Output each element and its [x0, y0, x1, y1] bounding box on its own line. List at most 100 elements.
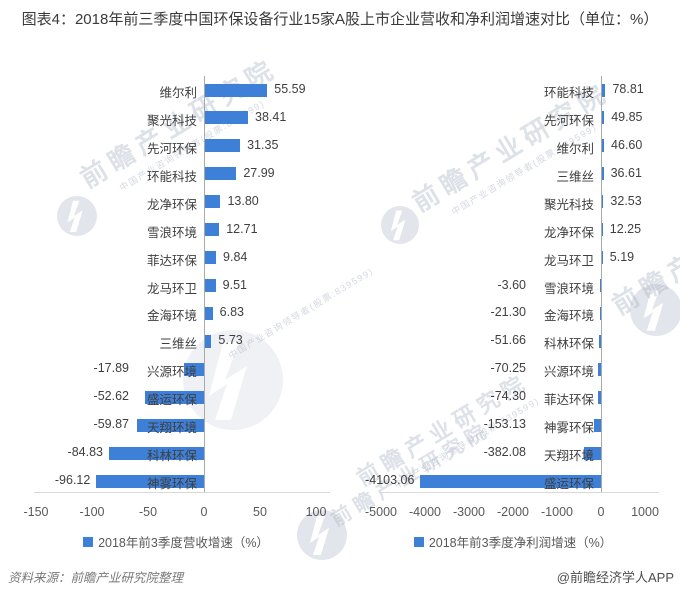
data-bar	[205, 279, 216, 292]
value-label: -96.12	[54, 473, 91, 488]
category-label: 兴源环境	[146, 365, 197, 380]
data-bar	[205, 111, 249, 125]
category-label: 龙马环卫	[146, 281, 197, 296]
legend-net-profit-growth: 2018年前3季度净利润增速（%）	[381, 532, 645, 551]
category-label: 兴源环境	[543, 365, 594, 380]
value-label: -153.13	[483, 417, 526, 432]
category-label: 龙马环卫	[543, 253, 594, 268]
category-label: 维尔利	[556, 141, 594, 156]
x-tick-label: -100	[79, 505, 105, 519]
legend-label: 2018年前3季度营收增速（%）	[98, 536, 269, 550]
value-label: -74.30	[490, 389, 526, 404]
data-bar	[183, 362, 204, 376]
value-label: -52.62	[93, 389, 129, 404]
value-label: -3.60	[497, 277, 527, 292]
x-tick-label: -3000	[453, 505, 485, 519]
data-bar	[205, 334, 212, 348]
category-label: 神雾环保	[146, 477, 197, 492]
data-bar	[597, 390, 601, 404]
x-tick-label: -1000	[541, 505, 573, 519]
value-label: 6.83	[219, 305, 244, 320]
x-tick-label: 0	[200, 505, 208, 519]
data-bar	[205, 306, 213, 320]
x-axis-baseline	[34, 492, 330, 493]
credit-note: @前瞻经济学人APP	[556, 570, 674, 585]
category-label: 三维丝	[159, 337, 197, 352]
value-label: 36.61	[610, 165, 642, 180]
value-label: -21.30	[490, 305, 526, 320]
x-tick-label: 50	[253, 505, 267, 519]
category-label: 三维丝	[556, 169, 594, 184]
category-label: 环能科技	[543, 86, 594, 100]
zero-axis-line	[601, 76, 602, 492]
value-label: 9.51	[222, 277, 247, 292]
x-tick-label: -50	[138, 505, 158, 519]
watermark-text: 前瞻产业研究院	[607, 179, 680, 321]
data-bar	[602, 251, 603, 265]
data-bar	[600, 279, 601, 292]
category-label: 科林环保	[543, 337, 594, 352]
source-note: 资料来源：前瞻产业研究院整理	[8, 571, 184, 585]
category-label: 聚光科技	[146, 113, 197, 128]
data-bar	[602, 223, 603, 237]
value-label: 13.80	[227, 193, 259, 208]
category-label: 天翔环境	[543, 449, 594, 464]
value-label: 9.84	[223, 249, 248, 264]
value-label: 78.81	[612, 82, 644, 96]
x-tick-label: 100	[305, 505, 327, 519]
data-bar	[205, 223, 220, 237]
category-label: 金海环境	[543, 309, 594, 324]
x-tick-label: 0	[597, 505, 605, 519]
value-label: 46.60	[611, 137, 643, 152]
category-label: 神雾环保	[543, 421, 594, 436]
data-bar	[205, 251, 217, 265]
value-label: -17.89	[93, 361, 129, 376]
data-bar	[205, 83, 268, 97]
x-tick-label: -150	[23, 505, 49, 519]
value-label: 12.25	[609, 221, 642, 236]
data-bar	[205, 195, 221, 209]
legend-label: 2018年前3季度净利润增速（%）	[428, 536, 613, 550]
data-bar	[108, 446, 204, 460]
category-label: 菲达环保	[146, 253, 197, 268]
data-bar	[602, 195, 604, 209]
category-label: 先河环保	[146, 141, 197, 156]
qianzhan-logo-watermark-icon	[630, 284, 680, 341]
value-label: 49.85	[611, 109, 643, 124]
category-label: 聚光科技	[543, 197, 594, 212]
value-label: 5.73	[218, 333, 243, 348]
category-label: 盛运环保	[543, 477, 594, 492]
x-axis-baseline	[379, 492, 659, 493]
value-label: 12.71	[226, 221, 258, 236]
x-tick-label: -5000	[365, 505, 397, 519]
value-label: 27.99	[243, 165, 275, 180]
data-bar	[584, 446, 601, 460]
data-bar	[136, 418, 204, 432]
value-label: 55.59	[274, 82, 306, 96]
category-label: 科林环保	[146, 449, 197, 464]
legend-marker-icon	[83, 536, 94, 547]
value-label: 32.53	[610, 193, 642, 208]
data-bar	[145, 390, 204, 404]
value-label: -84.83	[67, 445, 103, 460]
category-label: 先河环保	[543, 113, 594, 128]
category-label: 环能科技	[146, 169, 197, 184]
legend-revenue-growth: 2018年前3季度营收增速（%）	[36, 532, 316, 551]
x-tick-label: -2000	[497, 505, 529, 519]
category-label: 龙净环保	[146, 197, 197, 212]
category-label: 龙净环保	[543, 225, 594, 240]
data-bar	[420, 474, 601, 488]
x-tick-label: 1000	[631, 505, 659, 519]
data-bar	[594, 418, 601, 432]
value-label: -59.87	[93, 417, 129, 432]
value-label: -51.66	[490, 333, 526, 348]
data-bar	[602, 111, 605, 125]
value-label: 5.19	[609, 249, 635, 264]
data-bar	[96, 474, 204, 488]
data-bar	[598, 334, 601, 348]
value-label: -382.08	[483, 445, 526, 460]
x-tick-label: -4000	[409, 505, 441, 519]
data-bar	[205, 167, 237, 181]
